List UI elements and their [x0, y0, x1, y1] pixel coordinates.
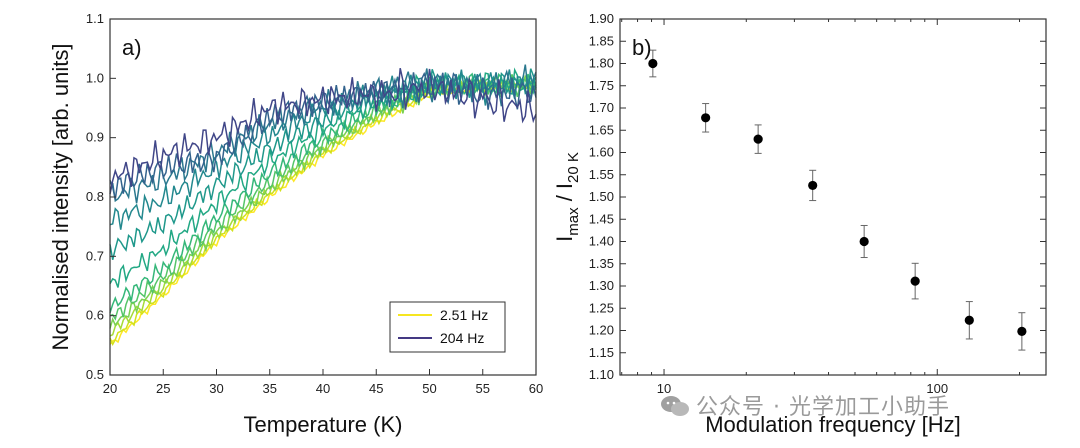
b-y-tick-label: 1.85: [589, 33, 614, 48]
panel-b-points: [648, 49, 1027, 351]
b-y-tick-label: 1.55: [589, 167, 614, 182]
b-y-tick-label: 1.10: [589, 367, 614, 382]
a-x-tick-label: 40: [316, 381, 330, 396]
b-x-tick-label: 100: [926, 381, 948, 396]
b-y-tick-label: 1.90: [589, 11, 614, 26]
watermark: 公众号 · 光学加工小助手: [660, 389, 950, 421]
a-y-tick-label: 0.5: [86, 367, 104, 382]
legend-label-2-51-hz: 2.51 Hz: [440, 307, 488, 323]
watermark-text: 公众号 · 光学加工小助手: [696, 395, 950, 420]
a-x-tick-label: 50: [422, 381, 436, 396]
data-point: [701, 113, 711, 123]
a-x-tick-label: 35: [263, 381, 277, 396]
panel-a-label: a): [122, 35, 142, 60]
b-y-tick-label: 1.80: [589, 56, 614, 71]
series-line-6-31-hz: [109, 78, 536, 337]
series-line-10-hz: [109, 73, 537, 329]
a-y-tick-label: 1.1: [86, 11, 104, 26]
panel-b-scatter-chart: 1.10 1.15 1.20 1.25 1.30 1.35 1.40 1.45 1.50 1.55…: [552, 11, 1047, 437]
b-y-tick-label: 1.45: [589, 211, 614, 226]
data-point: [808, 180, 818, 191]
ylabel-slash-i: / I: [552, 183, 577, 207]
a-x-tick-label: 60: [529, 381, 543, 396]
a-x-tick-label: 20: [103, 381, 117, 396]
panel-a-x-axis-title: Temperature (K): [244, 412, 403, 437]
a-x-tick-label: 25: [156, 381, 170, 396]
legend-label-204-hz: 204 Hz: [440, 330, 484, 346]
data-point: [1017, 326, 1027, 336]
a-x-tick-label: 55: [476, 381, 490, 396]
panel-b-ticks: 1.10 1.15 1.20 1.25 1.30 1.35 1.40 1.45 1.50 1.55…: [589, 11, 1046, 396]
b-y-tick-label: 1.25: [589, 300, 614, 315]
panel-b-y-axis-title: Imax / I20 K: [552, 152, 582, 242]
data-point: [648, 58, 658, 69]
b-x-tick-label: 10: [657, 381, 671, 396]
legend-box: [389, 301, 506, 353]
panel-a-y-axis-title: Normalised intensity [arb. units]: [48, 44, 73, 351]
b-y-tick-label: 1.65: [589, 122, 614, 137]
ylabel-i: I: [552, 236, 577, 242]
b-y-tick-label: 1.60: [589, 145, 614, 160]
b-y-tick-label: 1.70: [589, 100, 614, 115]
data-point: [753, 134, 763, 144]
wechat-icon: [661, 396, 689, 416]
panel-a-legend: 2.51 Hz 204 Hz: [389, 301, 506, 353]
data-point: [910, 276, 920, 286]
series-line-63-1-hz: [109, 68, 537, 260]
a-y-tick-label: 0.9: [86, 130, 104, 145]
b-y-tick-label: 1.20: [589, 323, 614, 338]
panel-a-line-chart: 20 25 30 35 40 45 50 55 600.50.60.70.80.91.01.1 …: [48, 11, 543, 437]
series-line-25-1-hz: [109, 72, 537, 314]
b-y-tick-label: 1.35: [589, 256, 614, 271]
b-y-tick-label: 1.50: [589, 189, 614, 204]
panel-b-frame: [619, 18, 1047, 376]
panel-a-series-group: [109, 64, 537, 347]
series-line-204-hz: [109, 68, 537, 195]
ylabel-sub-max: max: [565, 207, 582, 236]
series-line-158-hz: [109, 71, 537, 200]
panel-a-ticks: 20 25 30 35 40 45 50 55 60 0.5 0.6 0.7 0.8 0.9 1.0 1.1: [86, 11, 543, 396]
b-y-tick-label: 1.40: [589, 234, 614, 249]
a-x-tick-label: 30: [209, 381, 223, 396]
b-y-tick-label: 1.75: [589, 78, 614, 93]
panel-b-label: b): [632, 35, 652, 60]
data-point: [964, 315, 974, 325]
ylabel-sub-20k: 20 K: [565, 152, 582, 183]
a-x-tick-label: 45: [369, 381, 383, 396]
a-y-tick-label: 1.0: [86, 70, 104, 85]
a-y-tick-label: 0.6: [86, 308, 104, 323]
b-y-tick-label: 1.30: [589, 278, 614, 293]
a-y-tick-label: 0.8: [86, 189, 104, 204]
data-point: [859, 236, 869, 247]
panel-b-x-axis-title: Modulation frequency [Hz]: [705, 412, 961, 437]
b-y-tick-label: 1.15: [589, 345, 614, 360]
a-y-tick-label: 0.7: [86, 248, 104, 263]
